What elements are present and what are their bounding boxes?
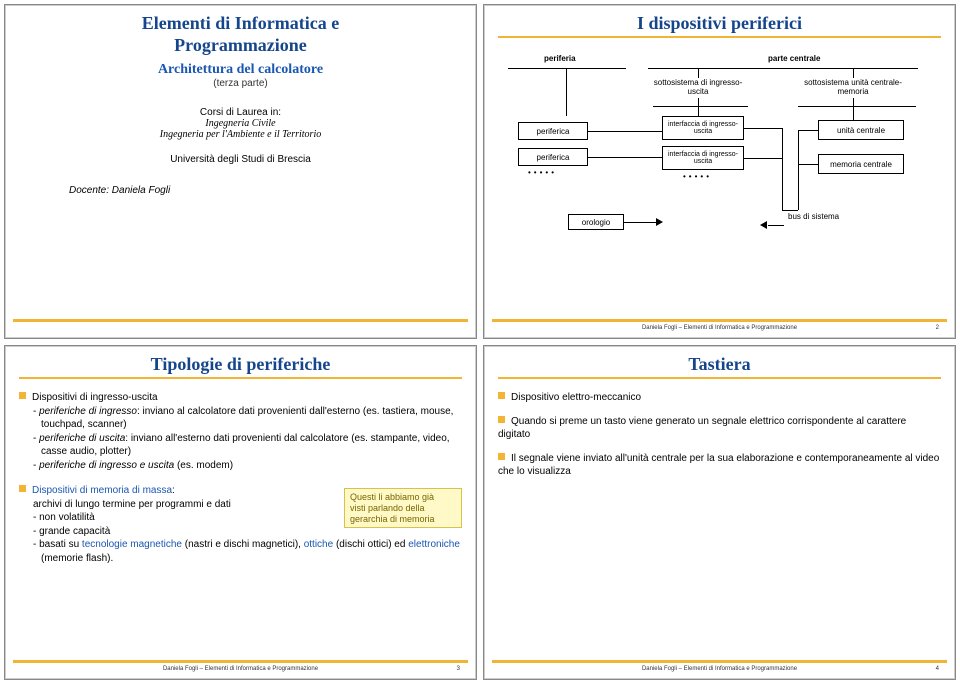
slide3-title: Tipologie di periferiche: [19, 354, 462, 375]
slide2-title: I dispositivi periferici: [498, 13, 941, 34]
page-num: 4: [936, 666, 939, 672]
university: Università degli Studi di Brescia: [19, 154, 462, 165]
main-title-l2: Programmazione: [19, 35, 462, 57]
unita-centrale-box: unità centrale: [818, 120, 904, 140]
main-title-l1: Elementi di Informatica e: [19, 13, 462, 35]
parte-centrale-label: parte centrale: [768, 54, 820, 63]
interfaccia-box-1: interfaccia di ingresso-uscita: [662, 116, 744, 140]
title-rule: [498, 36, 941, 38]
memoria-centrale-box: memoria centrale: [818, 154, 904, 174]
bullet-icon: [498, 453, 505, 460]
bus-label: bus di sistema: [788, 212, 839, 221]
peripherals-diagram: periferia parte centrale sottosistema di…: [498, 50, 941, 290]
ing-1: Ingegneria Civile: [19, 118, 462, 129]
corsi-label: Corsi di Laurea in:: [19, 107, 462, 118]
accent-bar: [13, 319, 468, 322]
title-rule: [19, 377, 462, 379]
bullet-icon: [498, 416, 505, 423]
bullet-icon: [19, 392, 26, 399]
periferia-label: periferia: [544, 54, 576, 63]
ing-2: Ingegneria per l'Ambiente e il Territori…: [19, 129, 462, 140]
bullet-icon: [19, 485, 26, 492]
footer-text: Daniela Fogli – Elementi di Informatica …: [502, 666, 937, 672]
note-box: Questi li abbiamo già visti parlando del…: [344, 488, 462, 528]
periferica-box-2: periferica: [518, 148, 588, 166]
subtitle-l2: (terza parte): [19, 78, 462, 89]
periferica-box-1: periferica: [518, 122, 588, 140]
footer-text: Daniela Fogli – Elementi di Informatica …: [23, 666, 458, 672]
subtitle-l1: Architettura del calcolatore: [19, 62, 462, 78]
docente: Docente: Daniela Fogli: [69, 185, 462, 196]
sotto-cm: sottosistema unità centrale-memoria: [798, 78, 908, 96]
slide-1: Elementi di Informatica e Programmazione…: [4, 4, 477, 339]
slide-2: I dispositivi periferici periferia parte…: [483, 4, 956, 339]
slide-4: Tastiera Dispositivo elettro-meccanico Q…: [483, 345, 956, 680]
interfaccia-box-2: interfaccia di ingresso-uscita: [662, 146, 744, 170]
sotto-io: sottosistema di ingresso-uscita: [653, 78, 743, 96]
slide-3: Tipologie di periferiche Dispositivi di …: [4, 345, 477, 680]
page-num: 3: [457, 666, 460, 672]
title-rule: [498, 377, 941, 379]
slide4-title: Tastiera: [498, 354, 941, 375]
bullet-icon: [498, 392, 505, 399]
footer-text: Daniela Fogli – Elementi di Informatica …: [502, 325, 937, 331]
slide3-body: Dispositivi di ingresso-uscita - perifer…: [19, 391, 462, 565]
page-num: 2: [936, 325, 939, 331]
orologio-box: orologio: [568, 214, 624, 230]
slide4-body: Dispositivo elettro-meccanico Quando si …: [498, 391, 941, 479]
